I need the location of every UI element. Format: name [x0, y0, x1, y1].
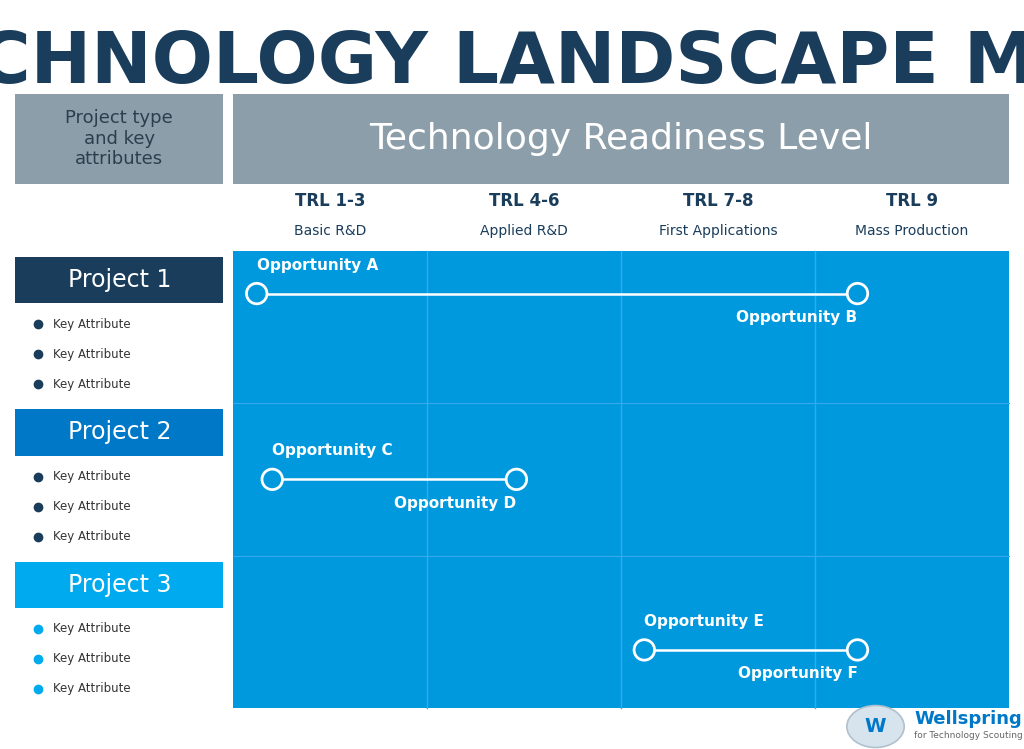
- Ellipse shape: [262, 469, 283, 490]
- Ellipse shape: [506, 469, 526, 490]
- Text: Project type
and key
attributes: Project type and key attributes: [66, 109, 173, 169]
- Text: TRL 4-6: TRL 4-6: [488, 192, 559, 210]
- Bar: [233, 251, 1009, 708]
- Text: Opportunity D: Opportunity D: [394, 496, 516, 511]
- Text: Basic R&D: Basic R&D: [294, 224, 367, 237]
- Text: Key Attribute: Key Attribute: [53, 500, 131, 513]
- Bar: [15, 257, 223, 303]
- Text: Project 3: Project 3: [68, 573, 171, 597]
- Text: Key Attribute: Key Attribute: [53, 622, 131, 635]
- Text: Project 2: Project 2: [68, 420, 171, 444]
- Ellipse shape: [247, 283, 267, 304]
- Text: W: W: [865, 717, 886, 736]
- Text: Key Attribute: Key Attribute: [53, 318, 131, 331]
- Text: TRL 9: TRL 9: [886, 192, 938, 210]
- Bar: [15, 94, 223, 184]
- Text: Opportunity E: Opportunity E: [644, 614, 764, 629]
- Text: Key Attribute: Key Attribute: [53, 652, 131, 665]
- Bar: [233, 94, 1009, 184]
- Bar: [15, 562, 223, 608]
- Bar: [15, 409, 223, 455]
- Text: Key Attribute: Key Attribute: [53, 470, 131, 483]
- Text: TRL 7-8: TRL 7-8: [683, 192, 754, 210]
- Text: Wellspring: Wellspring: [914, 710, 1022, 728]
- Text: Opportunity A: Opportunity A: [257, 258, 378, 273]
- Text: Opportunity C: Opportunity C: [272, 443, 393, 458]
- Text: Key Attribute: Key Attribute: [53, 377, 131, 391]
- Ellipse shape: [847, 640, 867, 660]
- Text: Opportunity B: Opportunity B: [736, 310, 857, 325]
- Circle shape: [847, 706, 904, 748]
- Text: Key Attribute: Key Attribute: [53, 348, 131, 361]
- Text: Opportunity F: Opportunity F: [737, 667, 857, 682]
- Text: Mass Production: Mass Production: [855, 224, 969, 237]
- Text: TRL 1-3: TRL 1-3: [295, 192, 366, 210]
- Text: Key Attribute: Key Attribute: [53, 530, 131, 543]
- Text: Project 1: Project 1: [68, 268, 171, 292]
- Text: First Applications: First Applications: [658, 224, 777, 237]
- Text: Technology Readiness Level: Technology Readiness Level: [370, 121, 872, 156]
- Ellipse shape: [847, 283, 867, 304]
- Ellipse shape: [634, 640, 654, 660]
- Text: TECHNOLOGY LANDSCAPE MAP: TECHNOLOGY LANDSCAPE MAP: [0, 29, 1024, 98]
- Text: for Technology Scouting: for Technology Scouting: [914, 731, 1023, 740]
- Text: Key Attribute: Key Attribute: [53, 682, 131, 695]
- Text: Applied R&D: Applied R&D: [480, 224, 568, 237]
